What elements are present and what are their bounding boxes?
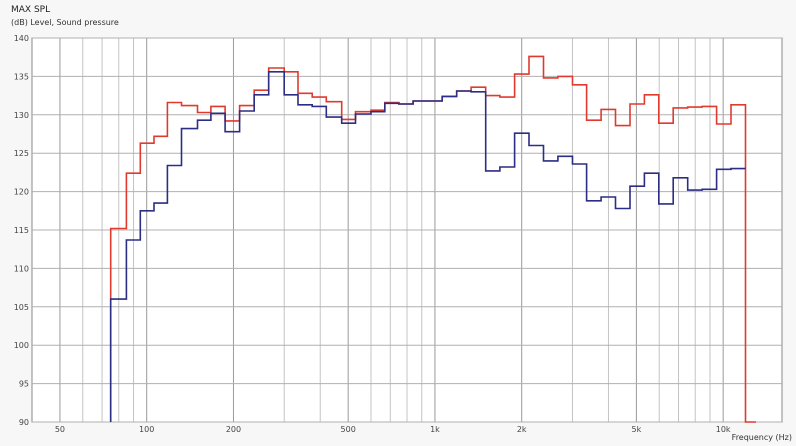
x-tick-label: 1k <box>430 425 440 434</box>
y-tick-label: 90 <box>19 418 29 427</box>
y-tick-label: 130 <box>14 111 29 120</box>
x-tick-label: 500 <box>341 425 356 434</box>
y-tick-label: 115 <box>14 226 29 235</box>
y-tick-label: 125 <box>14 149 29 158</box>
y-tick-label: 120 <box>14 188 29 197</box>
x-tick-label: 10k <box>716 425 731 434</box>
y-axis-label: (dB) Level, Sound pressure <box>11 18 119 27</box>
y-tick-label: 110 <box>14 264 29 273</box>
x-tick-label: 50 <box>55 425 65 434</box>
y-tick-label: 135 <box>14 72 29 81</box>
x-tick-label: 100 <box>139 425 154 434</box>
x-tick-label: 5k <box>632 425 642 434</box>
x-tick-label: 200 <box>226 425 241 434</box>
y-tick-label: 140 <box>14 34 29 43</box>
series-line-2 <box>109 71 746 422</box>
y-tick-label: 100 <box>14 341 29 350</box>
x-axis-label: Frequency (Hz) <box>732 433 792 442</box>
y-tick-label: 95 <box>19 380 29 389</box>
y-tick-label: 105 <box>14 303 29 312</box>
chart-title: MAX SPL <box>11 5 51 15</box>
x-tick-label: 2k <box>517 425 527 434</box>
